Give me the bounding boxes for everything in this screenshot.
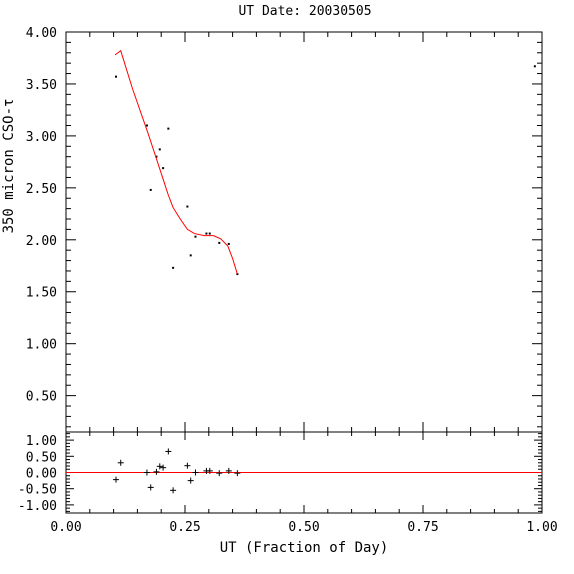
main-data-point xyxy=(218,241,221,244)
main-data-point xyxy=(155,155,158,158)
residual-data-points xyxy=(112,448,241,494)
main-data-point xyxy=(167,127,170,130)
fit-line xyxy=(114,49,238,275)
x-tick-label: 0.50 xyxy=(288,520,319,535)
res-y-tick-label: -1.00 xyxy=(18,499,57,514)
residual-data-point xyxy=(153,468,160,475)
residual-data-point xyxy=(225,467,232,474)
main-axis-ticks: 4.00 3.50 3.00 2.50 2.00 1.50 1.00 0.50 xyxy=(26,26,542,428)
main-data-point xyxy=(149,188,152,191)
x-tick-label: 1.00 xyxy=(526,520,557,535)
main-data-point xyxy=(205,232,208,235)
residual-data-point xyxy=(112,476,119,483)
x-tick-label: 0.25 xyxy=(169,520,200,535)
residual-data-point xyxy=(117,459,124,466)
residual-data-point xyxy=(165,448,172,455)
x-tick-label: 0.00 xyxy=(50,520,81,535)
residual-data-point xyxy=(187,477,194,484)
main-data-point xyxy=(533,65,536,68)
main-data-point xyxy=(194,235,197,238)
main-y-tick-label: 0.50 xyxy=(26,390,57,405)
y-axis-label: 350 micron CSO-τ xyxy=(1,99,17,234)
residual-data-point xyxy=(234,470,241,477)
res-y-tick-label: 1.00 xyxy=(26,434,57,449)
residual-data-point xyxy=(192,469,199,476)
main-data-point xyxy=(189,254,192,257)
main-data-point xyxy=(227,242,230,245)
main-y-tick-label: 3.00 xyxy=(26,130,57,145)
main-data-point xyxy=(158,148,161,151)
x-axis-label: UT (Fraction of Day) xyxy=(220,540,389,556)
res-y-tick-label: -0.50 xyxy=(18,483,57,498)
main-data-point xyxy=(162,167,165,170)
main-data-point xyxy=(186,205,189,208)
residual-data-point xyxy=(216,470,223,477)
main-data-point xyxy=(208,232,211,235)
residual-data-point xyxy=(143,469,150,476)
main-data-points xyxy=(114,65,536,276)
residual-data-point xyxy=(147,484,154,491)
residual-data-point xyxy=(156,463,163,470)
res-y-tick-label: 0.00 xyxy=(26,467,57,482)
main-y-tick-label: 4.00 xyxy=(26,26,57,41)
res-y-tick-label: 0.50 xyxy=(26,450,57,465)
chart-title: UT Date: 20030505 xyxy=(238,4,371,19)
x-tick-label: 0.75 xyxy=(407,520,438,535)
main-y-tick-label: 1.50 xyxy=(26,286,57,301)
main-data-point xyxy=(145,124,148,127)
main-y-tick-label: 1.00 xyxy=(26,338,57,353)
residual-data-point xyxy=(206,467,213,474)
main-panel-frame xyxy=(65,31,543,433)
main-y-tick-label: 2.00 xyxy=(26,234,57,249)
main-data-point xyxy=(172,266,175,269)
residual-data-point xyxy=(170,487,177,494)
x-axis-ticks: 0.00 0.25 0.50 0.75 1.00 xyxy=(50,32,558,535)
residual-data-point xyxy=(184,462,191,469)
residual-axis-ticks: 1.000.50 0.00-0.50-1.00 xyxy=(18,433,542,514)
main-y-tick-label: 3.50 xyxy=(26,78,57,93)
residual-data-point xyxy=(160,464,167,471)
main-data-point xyxy=(114,75,117,78)
main-y-tick-label: 2.50 xyxy=(26,182,57,197)
